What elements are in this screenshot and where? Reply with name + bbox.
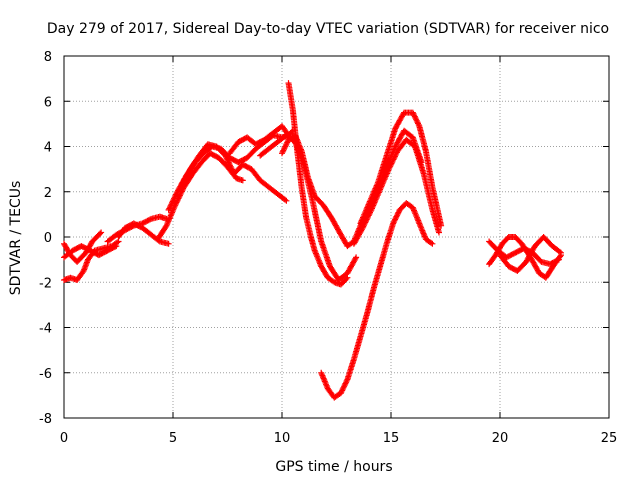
data-point — [438, 222, 445, 229]
data-point — [282, 142, 289, 149]
data-point — [523, 258, 530, 265]
data-point — [411, 112, 418, 119]
series-track-18 — [497, 234, 564, 274]
series-track-11 — [285, 80, 351, 288]
data-point — [342, 380, 349, 387]
data-point — [165, 240, 172, 247]
series-track-3 — [61, 238, 122, 283]
data-points — [61, 80, 564, 401]
series-track-17 — [486, 234, 564, 281]
data-point — [556, 248, 563, 255]
data-point — [283, 197, 290, 204]
y-tick-label: 6 — [44, 95, 52, 110]
data-point — [429, 240, 436, 247]
y-tick-label: 0 — [44, 231, 52, 246]
x-tick-label: 10 — [274, 431, 291, 446]
series-track-10 — [257, 132, 360, 283]
y-tick-label: -6 — [39, 367, 52, 382]
data-point — [353, 254, 360, 261]
x-tick-label: 15 — [383, 431, 400, 446]
y-tick-label: 4 — [44, 141, 52, 156]
x-tick-label: 25 — [601, 431, 618, 446]
data-point — [339, 386, 346, 392]
data-point — [428, 239, 435, 246]
x-tick-label: 0 — [60, 431, 68, 446]
y-tick-label: -8 — [39, 412, 52, 427]
data-point — [412, 115, 419, 121]
axis-ticks: 0 5 10 15 20 25 -8 -6 -4 -2 0 2 4 6 8 — [39, 50, 617, 446]
data-point — [409, 109, 416, 116]
data-point — [344, 274, 351, 281]
series-track-8 — [178, 141, 290, 204]
data-point — [341, 383, 348, 390]
x-axis-label: GPS time / hours — [275, 459, 392, 475]
y-tick-label: -4 — [39, 322, 52, 337]
data-point — [436, 229, 442, 236]
x-tick-label: 20 — [492, 431, 509, 446]
data-point — [284, 139, 291, 146]
series-track-14 — [357, 109, 445, 229]
grid — [64, 56, 609, 418]
y-tick-label: -2 — [39, 276, 52, 291]
data-point — [239, 177, 246, 184]
chart-title: Day 279 of 2017, Sidereal Day-to-day VTE… — [47, 21, 609, 37]
series-track-15 — [318, 200, 436, 401]
series-track-5 — [115, 220, 172, 247]
data-point — [367, 208, 374, 215]
series-track-13 — [350, 136, 442, 247]
y-axis-label: SDTVAR / TECUs — [8, 181, 24, 296]
data-point — [114, 239, 121, 246]
x-tick-label: 5 — [169, 431, 177, 446]
data-point — [97, 230, 103, 237]
data-point — [558, 249, 564, 256]
y-tick-label: 8 — [44, 50, 52, 65]
data-point — [282, 196, 289, 203]
data-point — [352, 255, 359, 262]
y-tick-label: 2 — [44, 186, 52, 201]
data-point — [98, 229, 105, 236]
data-point — [343, 275, 350, 282]
